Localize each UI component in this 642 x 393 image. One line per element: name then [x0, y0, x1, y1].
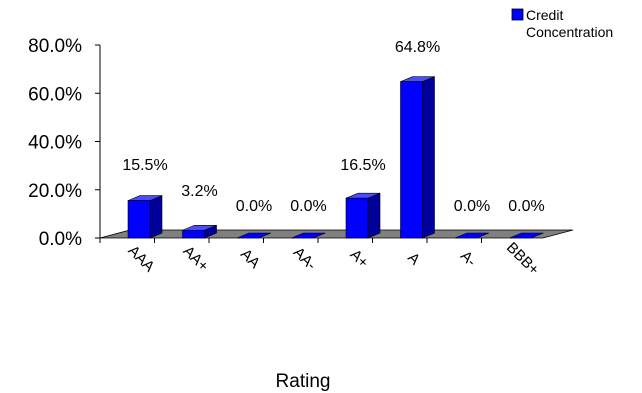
x-axis-categories: AAA AA+ AA AA- A+ A A- BBB+ [125, 239, 543, 279]
bar [291, 232, 326, 239]
data-label: 64.8% [395, 39, 440, 56]
y-tick-label: 0.0% [39, 229, 82, 250]
bar [509, 232, 544, 239]
bar-side [367, 192, 381, 239]
legend-swatch [511, 8, 524, 21]
floor-plane [99, 229, 574, 239]
bar [182, 229, 205, 239]
data-label: 0.0% [508, 198, 544, 215]
bars [127, 76, 544, 239]
y-tick-label: 40.0% [28, 133, 82, 154]
data-label: 0.0% [290, 198, 326, 215]
x-category-label: AA [237, 246, 263, 272]
chart-floor [99, 229, 574, 239]
x-category-label: A- [457, 248, 480, 271]
bar [127, 200, 151, 239]
legend-label-line-2: Concentration [526, 24, 613, 40]
y-tick-label: 20.0% [28, 181, 82, 202]
x-category-label: AAA [125, 242, 158, 275]
data-label: 0.0% [454, 198, 490, 215]
bar-side [149, 195, 163, 239]
data-label: 16.5% [340, 157, 385, 174]
bar [454, 232, 490, 239]
legend-label-line-1: Credit [526, 7, 563, 23]
data-labels: 15.5% 3.2% 0.0% 0.0% 16.5% 64.8% 0.0% 0.0% [122, 39, 544, 215]
data-label: 3.2% [181, 183, 217, 200]
x-category-label: AA- [290, 244, 320, 274]
data-label: 15.5% [122, 157, 167, 174]
y-tick-label: 60.0% [28, 84, 82, 105]
x-category-label: AA+ [179, 243, 212, 276]
y-tick-label: 80.0% [28, 36, 82, 57]
data-label: 0.0% [236, 198, 272, 215]
bar-side [422, 76, 435, 239]
x-axis-title: Rating [276, 371, 331, 392]
x-category-label: A [404, 249, 423, 268]
x-category-label: BBB+ [503, 239, 543, 279]
bar [345, 197, 369, 239]
bar [236, 232, 272, 239]
legend: Credit Concentration [511, 7, 613, 40]
y-axis: 0.0% 20.0% 40.0% 60.0% 80.0% [28, 36, 482, 250]
x-category-label: A+ [347, 246, 372, 271]
bar [400, 81, 423, 239]
legend-label: Credit Concentration [526, 7, 613, 40]
